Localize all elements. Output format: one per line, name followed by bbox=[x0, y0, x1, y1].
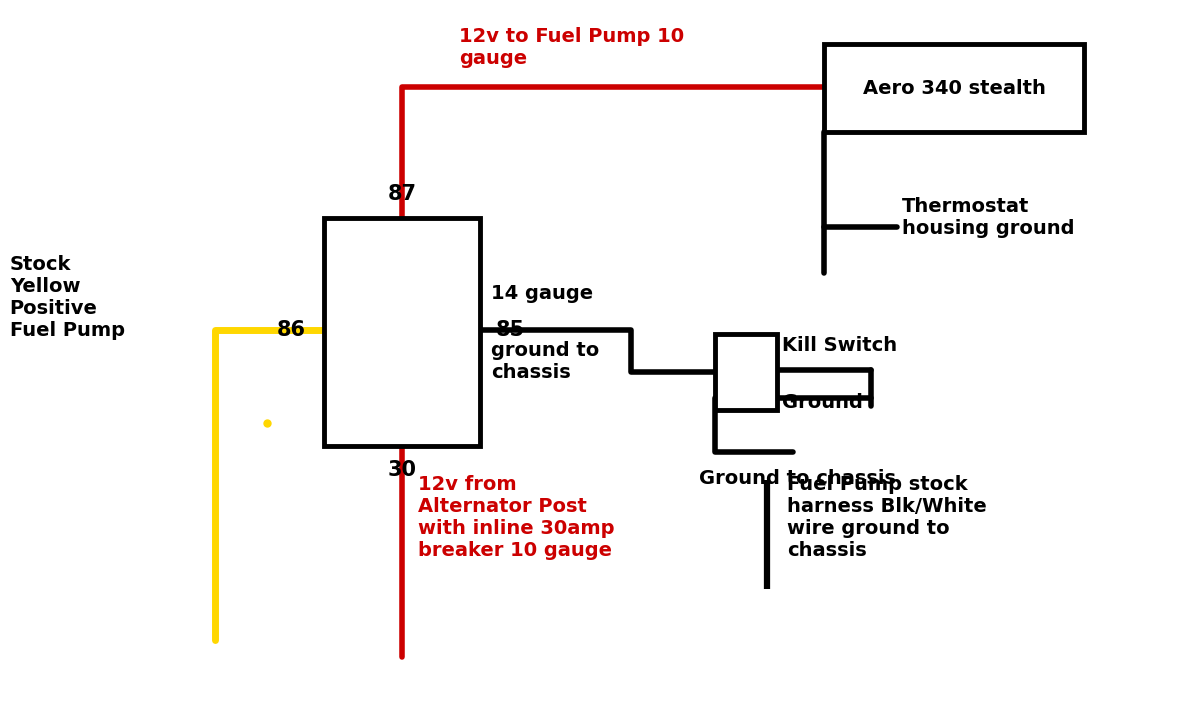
Text: Fuel Pump stock
harness Blk/White
wire ground to
chassis: Fuel Pump stock harness Blk/White wire g… bbox=[787, 474, 988, 559]
Text: Aero 340 stealth: Aero 340 stealth bbox=[863, 79, 1045, 97]
Text: 14 gauge: 14 gauge bbox=[491, 285, 593, 304]
Text: Ground to chassis: Ground to chassis bbox=[698, 469, 896, 488]
Text: Stock
Yellow
Positive
Fuel Pump: Stock Yellow Positive Fuel Pump bbox=[10, 255, 125, 340]
Text: 12v from
Alternator Post
with inline 30amp
breaker 10 gauge: 12v from Alternator Post with inline 30a… bbox=[418, 474, 614, 559]
Text: 85: 85 bbox=[496, 319, 526, 340]
Text: 30: 30 bbox=[388, 460, 416, 479]
Text: Ground: Ground bbox=[782, 393, 863, 412]
Text: 87: 87 bbox=[388, 185, 416, 204]
Text: 86: 86 bbox=[276, 319, 305, 340]
Bar bbox=[324, 218, 480, 446]
Text: Thermostat
housing ground: Thermostat housing ground bbox=[902, 198, 1074, 239]
Bar bbox=[824, 43, 1084, 133]
Text: Kill Switch: Kill Switch bbox=[782, 336, 898, 355]
Bar bbox=[714, 335, 776, 410]
Text: ground to
chassis: ground to chassis bbox=[491, 341, 599, 382]
Text: 12v to Fuel Pump 10
gauge: 12v to Fuel Pump 10 gauge bbox=[460, 27, 684, 68]
